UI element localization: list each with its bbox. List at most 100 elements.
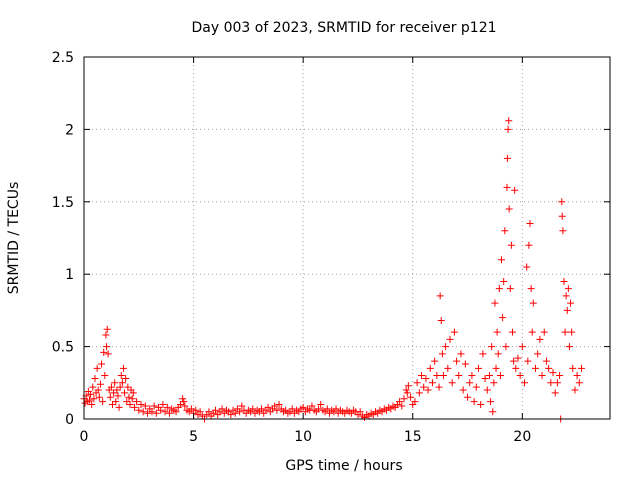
data-point (176, 401, 184, 409)
data-point (538, 372, 546, 380)
data-point (527, 285, 535, 293)
data-point (315, 405, 323, 413)
data-point (192, 406, 200, 414)
data-point (424, 386, 432, 394)
data-point (426, 364, 434, 372)
data-point (479, 350, 487, 358)
data-point (508, 328, 516, 336)
data-point (453, 357, 461, 365)
data-point (413, 379, 421, 387)
data-point (501, 227, 509, 235)
x-tick-label: 10 (294, 429, 312, 445)
data-point (119, 364, 127, 372)
data-point (172, 408, 180, 416)
data-point (106, 393, 114, 401)
data-point (494, 350, 502, 358)
data-point (446, 335, 454, 343)
data-point (288, 405, 296, 413)
data-point (490, 379, 498, 387)
data-point (564, 285, 572, 293)
data-point (100, 348, 108, 356)
x-tick-label: 20 (513, 429, 531, 445)
data-point (505, 205, 513, 213)
data-point (144, 409, 152, 417)
data-point (563, 306, 571, 314)
data-point (503, 154, 511, 162)
data-point (464, 393, 472, 401)
data-point (565, 343, 573, 351)
data-point (87, 390, 95, 398)
data-point (102, 331, 110, 339)
data-point (540, 328, 548, 336)
data-point (103, 343, 111, 351)
data-point (227, 411, 235, 419)
data-point (122, 374, 130, 382)
data-point (468, 372, 476, 380)
data-point (99, 398, 107, 406)
data-point (212, 406, 219, 414)
data-point (489, 408, 497, 416)
data-point (485, 372, 493, 380)
data-point (514, 354, 522, 362)
data-point (560, 277, 568, 285)
data-point (299, 403, 307, 411)
data-point (104, 350, 112, 358)
data-point (559, 227, 567, 235)
data-point (545, 364, 553, 372)
data-point (157, 406, 165, 414)
data-point (396, 398, 404, 406)
data-point (415, 389, 423, 397)
data-point (503, 183, 511, 191)
data-point (107, 383, 115, 391)
data-point (317, 401, 325, 409)
data-point (332, 405, 340, 413)
data-point (475, 364, 482, 372)
data-point (439, 372, 447, 380)
data-point (562, 292, 570, 300)
data-point (163, 403, 171, 411)
data-point (356, 408, 364, 416)
data-point (402, 386, 410, 394)
data-point (139, 408, 147, 416)
data-point (507, 241, 515, 249)
y-tick-label: 2 (65, 122, 74, 138)
data-point (483, 386, 491, 394)
data-point (528, 328, 536, 336)
y-tick-label: 1 (65, 267, 74, 283)
data-point (98, 360, 106, 368)
data-point (114, 392, 122, 400)
data-point (516, 372, 524, 380)
data-point (159, 401, 167, 409)
data-point (275, 401, 283, 409)
data-point (273, 406, 281, 414)
data-point (435, 383, 443, 391)
x-tick-label: 5 (189, 429, 198, 445)
data-point (403, 389, 411, 397)
data-point (571, 386, 579, 394)
data-point (258, 405, 266, 413)
data-point (487, 398, 495, 406)
data-point (466, 379, 474, 387)
data-point (118, 379, 126, 387)
data-point (492, 364, 500, 372)
data-point (130, 403, 138, 411)
data-point (495, 285, 503, 293)
data-point (470, 398, 478, 406)
data-point (126, 401, 134, 409)
data-point (148, 408, 156, 416)
data-point (542, 357, 550, 365)
data-point (459, 386, 467, 394)
data-point (436, 292, 444, 300)
data-point (568, 328, 576, 336)
data-point (529, 299, 537, 307)
data-point (112, 398, 120, 406)
data-point (526, 220, 534, 228)
data-point (125, 393, 133, 401)
data-point (420, 383, 428, 391)
data-point (442, 343, 450, 351)
data-point (561, 328, 569, 336)
data-point (525, 241, 533, 249)
y-tick-label: 2.5 (52, 50, 74, 66)
data-point (95, 393, 103, 401)
data-point (506, 285, 514, 293)
